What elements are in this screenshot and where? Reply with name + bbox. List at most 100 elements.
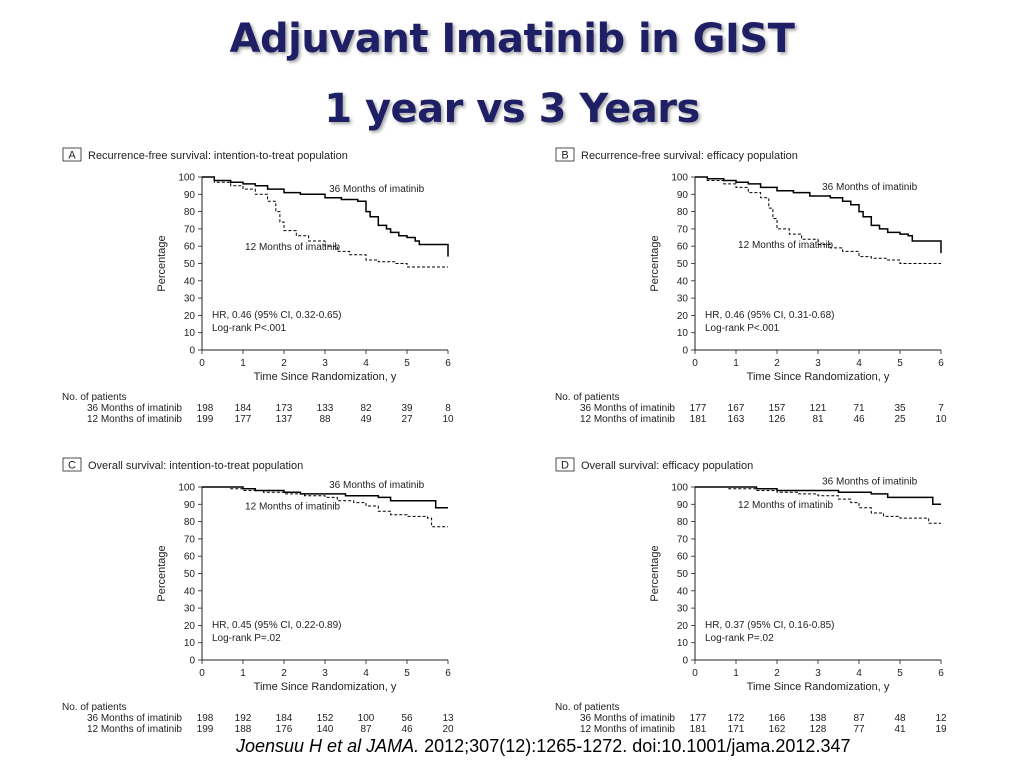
x-tick-label: 2	[281, 668, 287, 679]
risk-table-value: 46	[401, 724, 413, 735]
y-tick-label: 20	[677, 621, 689, 632]
y-tick-label: 40	[184, 276, 196, 287]
risk-table-value: 8	[445, 403, 451, 414]
x-tick-label: 1	[240, 668, 246, 679]
risk-table-value: 177	[690, 713, 707, 724]
risk-table-row-label: 36 Months of imatinib	[580, 713, 675, 724]
y-tick-label: 70	[184, 224, 196, 235]
risk-table-value: 173	[276, 403, 293, 414]
y-tick-label: 30	[677, 604, 689, 615]
risk-table-value: 46	[853, 414, 865, 425]
x-axis-title: Time Since Randomization, y	[254, 681, 397, 693]
x-tick-label: 3	[815, 668, 821, 679]
panel-letter: A	[68, 150, 76, 162]
risk-table-value: 88	[319, 414, 331, 425]
risk-table-value: 133	[317, 403, 334, 414]
x-tick-label: 0	[692, 358, 698, 369]
y-tick-label: 70	[677, 534, 689, 545]
risk-table-header: No. of patients	[62, 702, 126, 713]
citation-details: 2012;307(12):1265-1272. doi:10.1001/jama…	[424, 736, 851, 756]
km-chart-svg: C Overall survival: intention-to-treat po…	[62, 457, 454, 735]
x-axis-title: Time Since Randomization, y	[747, 681, 890, 693]
risk-table-value: 39	[401, 403, 413, 414]
risk-table-value: 19	[935, 724, 947, 735]
y-tick-label: 60	[677, 552, 689, 563]
risk-table-value: 198	[197, 403, 214, 414]
risk-table-value: 41	[894, 724, 906, 735]
y-tick-label: 10	[184, 328, 196, 339]
series-line-12-months	[695, 176, 941, 264]
risk-table-value: 7	[938, 403, 944, 414]
y-tick-label: 100	[178, 483, 195, 494]
y-tick-label: 30	[184, 604, 196, 615]
risk-table-value: 71	[853, 403, 865, 414]
km-panel-d: D Overall survival: efficacy population 0 1…	[555, 455, 995, 755]
x-tick-label: 0	[199, 358, 205, 369]
risk-table-value: 177	[690, 403, 707, 414]
y-tick-label: 0	[682, 656, 688, 667]
series-label-36-months: 36 Months of imatinib	[329, 184, 424, 195]
x-tick-label: 5	[897, 358, 903, 369]
x-tick-label: 2	[774, 358, 780, 369]
x-tick-label: 1	[240, 358, 246, 369]
risk-table-value: 199	[197, 724, 214, 735]
panel-letter-box	[555, 147, 575, 162]
risk-table-value: 128	[810, 724, 827, 735]
risk-table-value: 162	[769, 724, 786, 735]
risk-table-value: 167	[728, 403, 745, 414]
series-line-12-months	[695, 486, 941, 524]
citation-journal: JAMA.	[366, 736, 420, 756]
risk-table-row-label: 12 Months of imatinib	[580, 414, 675, 425]
y-tick-label: 50	[184, 259, 196, 270]
x-tick-label: 2	[774, 668, 780, 679]
x-tick-label: 1	[733, 668, 739, 679]
series-line-12-months	[202, 176, 448, 268]
panel-letter-box	[62, 147, 82, 162]
risk-table-value: 192	[235, 713, 252, 724]
series-label-12-months: 12 Months of imatinib	[245, 502, 340, 513]
y-tick-label: 0	[189, 656, 195, 667]
risk-table-value: 27	[401, 414, 413, 425]
risk-table-value: 25	[894, 414, 906, 425]
y-tick-label: 90	[677, 500, 689, 511]
km-chart-svg: D Overall survival: efficacy population 0 1…	[555, 457, 947, 735]
km-panel-b: B Recurrence-free survival: efficacy popu…	[555, 145, 995, 445]
y-tick-label: 60	[184, 242, 196, 253]
risk-table-value: 177	[235, 414, 252, 425]
x-tick-label: 6	[938, 668, 944, 679]
x-tick-label: 5	[897, 668, 903, 679]
risk-table-value: 176	[276, 724, 293, 735]
risk-table-value: 181	[690, 414, 707, 425]
risk-table-value: 184	[235, 403, 252, 414]
y-tick-label: 60	[184, 552, 196, 563]
risk-table-value: 48	[894, 713, 906, 724]
log-rank-text: Log-rank P=.02	[212, 633, 281, 644]
y-axis-title: Percentage	[156, 545, 168, 601]
risk-table-value: 35	[894, 403, 906, 414]
x-tick-label: 5	[404, 668, 410, 679]
panel-letter-box	[555, 457, 575, 472]
risk-table-value: 138	[810, 713, 827, 724]
y-tick-label: 100	[178, 173, 195, 184]
panel-title: Recurrence-free survival: efficacy popul…	[581, 150, 798, 162]
risk-table-value: 10	[442, 414, 454, 425]
x-tick-label: 6	[445, 358, 451, 369]
hazard-ratio-text: HR, 0.46 (95% CI, 0.32-0.65)	[212, 310, 342, 321]
y-tick-label: 40	[184, 586, 196, 597]
y-tick-label: 10	[677, 638, 689, 649]
x-tick-label: 3	[322, 358, 328, 369]
series-label-36-months: 36 Months of imatinib	[822, 182, 917, 193]
y-tick-label: 80	[184, 207, 196, 218]
x-tick-label: 3	[815, 358, 821, 369]
slide-title-line1: Adjuvant Imatinib in GIST	[229, 16, 795, 62]
risk-table-value: 56	[401, 713, 413, 724]
x-tick-label: 0	[199, 668, 205, 679]
x-tick-label: 5	[404, 358, 410, 369]
hazard-ratio-text: HR, 0.46 (95% CI, 0.31-0.68)	[705, 310, 835, 321]
km-panel-a: A Recurrence-free survival: intention-to-…	[62, 145, 502, 445]
risk-table-value: 126	[769, 414, 786, 425]
y-tick-label: 0	[682, 346, 688, 357]
log-rank-text: Log-rank P<.001	[705, 323, 780, 334]
y-tick-label: 60	[677, 242, 689, 253]
x-tick-label: 6	[445, 668, 451, 679]
